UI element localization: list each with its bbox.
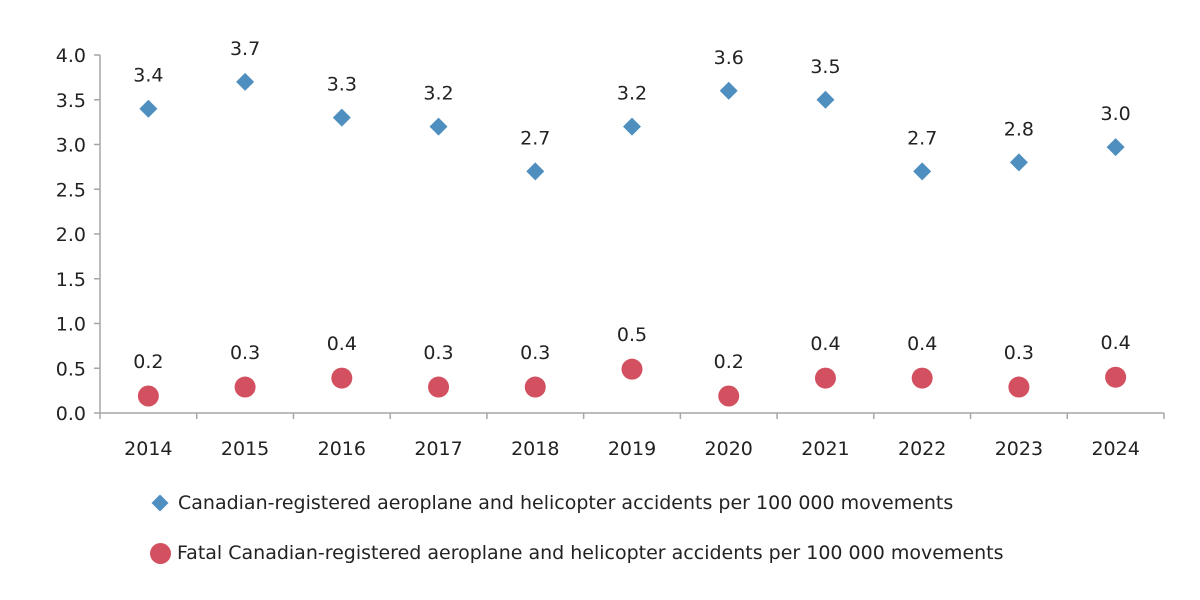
- legend-label-fatal-accidents: Fatal Canadian-registered aeroplane and …: [177, 542, 1004, 564]
- data-label: 3.7: [230, 38, 260, 60]
- y-tick-label: 3.0: [56, 135, 86, 157]
- data-label: 2.8: [1004, 118, 1034, 140]
- x-tick-label: 2015: [221, 438, 269, 460]
- data-label: 0.3: [520, 342, 550, 364]
- data-label: 3.5: [810, 56, 840, 78]
- x-tick-label: 2020: [705, 438, 753, 460]
- data-label: 3.0: [1101, 103, 1131, 125]
- data-label: 3.4: [133, 65, 163, 87]
- x-tick-label: 2021: [801, 438, 849, 460]
- diamond-data-point: [332, 108, 351, 127]
- y-tick-label: 0.5: [56, 358, 86, 380]
- y-tick-label: 2.0: [56, 224, 86, 246]
- data-label: 2.7: [907, 127, 937, 149]
- diamond-marker-icon: [151, 494, 169, 512]
- y-tick-label: 0.0: [56, 403, 86, 425]
- circle-data-point: [234, 376, 256, 398]
- data-label: 3.6: [714, 47, 744, 69]
- diamond-data-point: [1009, 153, 1028, 172]
- data-label: 2.7: [520, 127, 550, 149]
- legend-label-total-accidents: Canadian-registered aeroplane and helico…: [178, 492, 954, 514]
- circle-data-point: [718, 385, 740, 407]
- circle-data-point: [814, 367, 836, 389]
- data-label: 0.2: [714, 351, 744, 373]
- diamond-data-point: [816, 90, 835, 109]
- x-tick-label: 2023: [995, 438, 1043, 460]
- x-tick-label: 2014: [124, 438, 172, 460]
- data-label: 0.3: [1004, 342, 1034, 364]
- series-fatal-accidents: 0.2 0.3 0.4 0.3 0.3 0.5 0.2 0.4 0.4 0.3 0.4: [133, 324, 1131, 407]
- data-label: 0.4: [907, 333, 937, 355]
- x-tick-label: 2017: [414, 438, 462, 460]
- circle-data-point: [428, 376, 450, 398]
- data-label: 3.2: [617, 83, 647, 105]
- diamond-data-point: [1106, 138, 1125, 157]
- x-tick-label: 2018: [511, 438, 559, 460]
- data-label: 0.3: [230, 342, 260, 364]
- data-label: 0.4: [327, 333, 357, 355]
- y-ticks: 0.0 0.5 1.0 1.5 2.0 2.5 3.0 3.5 4.0: [56, 45, 100, 425]
- y-tick-label: 1.5: [56, 269, 86, 291]
- circle-marker-icon: [150, 542, 171, 564]
- circle-data-point: [1008, 376, 1030, 398]
- circle-data-point: [524, 376, 546, 398]
- y-tick-label: 2.5: [56, 179, 86, 201]
- diamond-data-point: [719, 81, 738, 100]
- circle-data-point: [1105, 366, 1127, 388]
- series-total-accidents: 3.4 3.7 3.3 3.2 2.7 3.2 3.6 3.5 2.7 2.8 3.0: [133, 38, 1131, 181]
- data-label: 3.3: [327, 74, 357, 96]
- x-tick-label: 2024: [1091, 438, 1139, 460]
- data-label: 0.5: [617, 324, 647, 346]
- circle-data-point: [137, 385, 159, 407]
- data-label: 0.3: [423, 342, 453, 364]
- y-tick-label: 3.5: [56, 90, 86, 112]
- diamond-data-point: [526, 162, 545, 181]
- diamond-data-point: [913, 162, 932, 181]
- legend: Canadian-registered aeroplane and helico…: [150, 486, 1190, 586]
- data-label: 0.4: [1101, 332, 1131, 354]
- diamond-data-point: [139, 99, 158, 118]
- x-tick-label: 2016: [318, 438, 366, 460]
- circle-data-point: [331, 367, 353, 389]
- x-tick-label: 2022: [898, 438, 946, 460]
- data-label: 3.2: [423, 83, 453, 105]
- legend-item-fatal-accidents: Fatal Canadian-registered aeroplane and …: [150, 536, 1190, 570]
- x-tick-label: 2019: [608, 438, 656, 460]
- data-label: 0.4: [810, 333, 840, 355]
- y-tick-label: 4.0: [56, 45, 86, 67]
- data-label: 0.2: [133, 351, 163, 373]
- diamond-data-point: [429, 117, 448, 136]
- x-ticks: 2014 2015 2016 2017 2018 2019 2020 2021 2022 2023…: [99, 413, 1165, 460]
- circle-data-point: [911, 367, 933, 389]
- diamond-data-point: [623, 117, 641, 136]
- y-tick-label: 1.0: [56, 314, 86, 336]
- diamond-data-point: [236, 72, 255, 91]
- circle-data-point: [621, 358, 643, 380]
- legend-item-total-accidents: Canadian-registered aeroplane and helico…: [150, 486, 1190, 520]
